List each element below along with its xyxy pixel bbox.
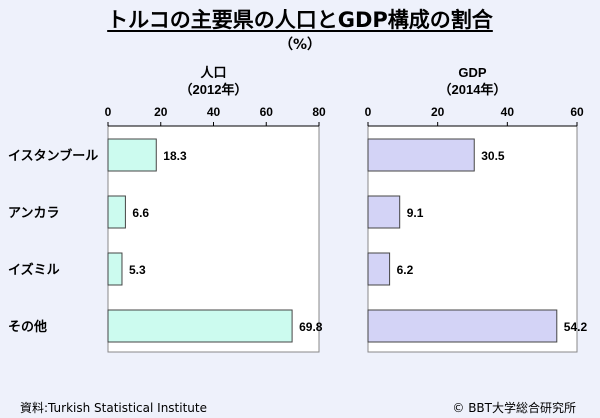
unit-label: （%） (278, 37, 322, 53)
tick-label-1-2: 40 (501, 105, 515, 119)
bar-0-2 (107, 252, 123, 286)
category-label-2: イズミル (8, 262, 60, 277)
tick-label-0-1: 20 (154, 105, 168, 119)
panel-title-1: GDP (458, 65, 487, 80)
source-note: 資料:Turkish Statistical Institute (20, 401, 207, 415)
bar-1-1 (367, 195, 401, 229)
value-label-0-2: 5.3 (129, 263, 146, 277)
category-label-0: イスタンブール (8, 148, 98, 163)
bar-1-3 (367, 309, 558, 343)
value-label-1-3: 54.2 (564, 320, 588, 334)
bar-1-2 (367, 252, 391, 286)
value-label-0-3: 69.8 (299, 320, 323, 334)
tick-label-0-4: 80 (312, 105, 326, 119)
bar-1-0 (367, 138, 475, 172)
value-label-1-1: 9.1 (407, 206, 424, 220)
bar-0-1 (107, 195, 126, 229)
bar-0-0 (107, 138, 157, 172)
tick-label-1-3: 60 (570, 105, 584, 119)
category-label-3: その他 (8, 319, 47, 334)
value-label-0-1: 6.6 (132, 206, 149, 220)
bar-0-3 (107, 309, 293, 343)
tick-label-0-2: 40 (207, 105, 221, 119)
copyright-note: © BBT大学総合研究所 (452, 401, 576, 415)
category-label-1: アンカラ (8, 205, 59, 220)
value-label-0-0: 18.3 (163, 149, 187, 163)
value-label-1-0: 30.5 (481, 149, 505, 163)
tick-label-1-1: 20 (431, 105, 445, 119)
panel-subtitle-0: （2012年） (180, 82, 248, 97)
tick-label-1-0: 0 (365, 105, 372, 119)
tick-label-0-0: 0 (105, 105, 112, 119)
panel-title-0: 人口 (200, 65, 226, 80)
panel-subtitle-1: （2014年） (439, 82, 507, 97)
value-label-1-2: 6.2 (397, 263, 414, 277)
tick-label-0-3: 60 (260, 105, 274, 119)
chart-title: トルコの主要県の人口とGDP構成の割合 (107, 8, 493, 32)
